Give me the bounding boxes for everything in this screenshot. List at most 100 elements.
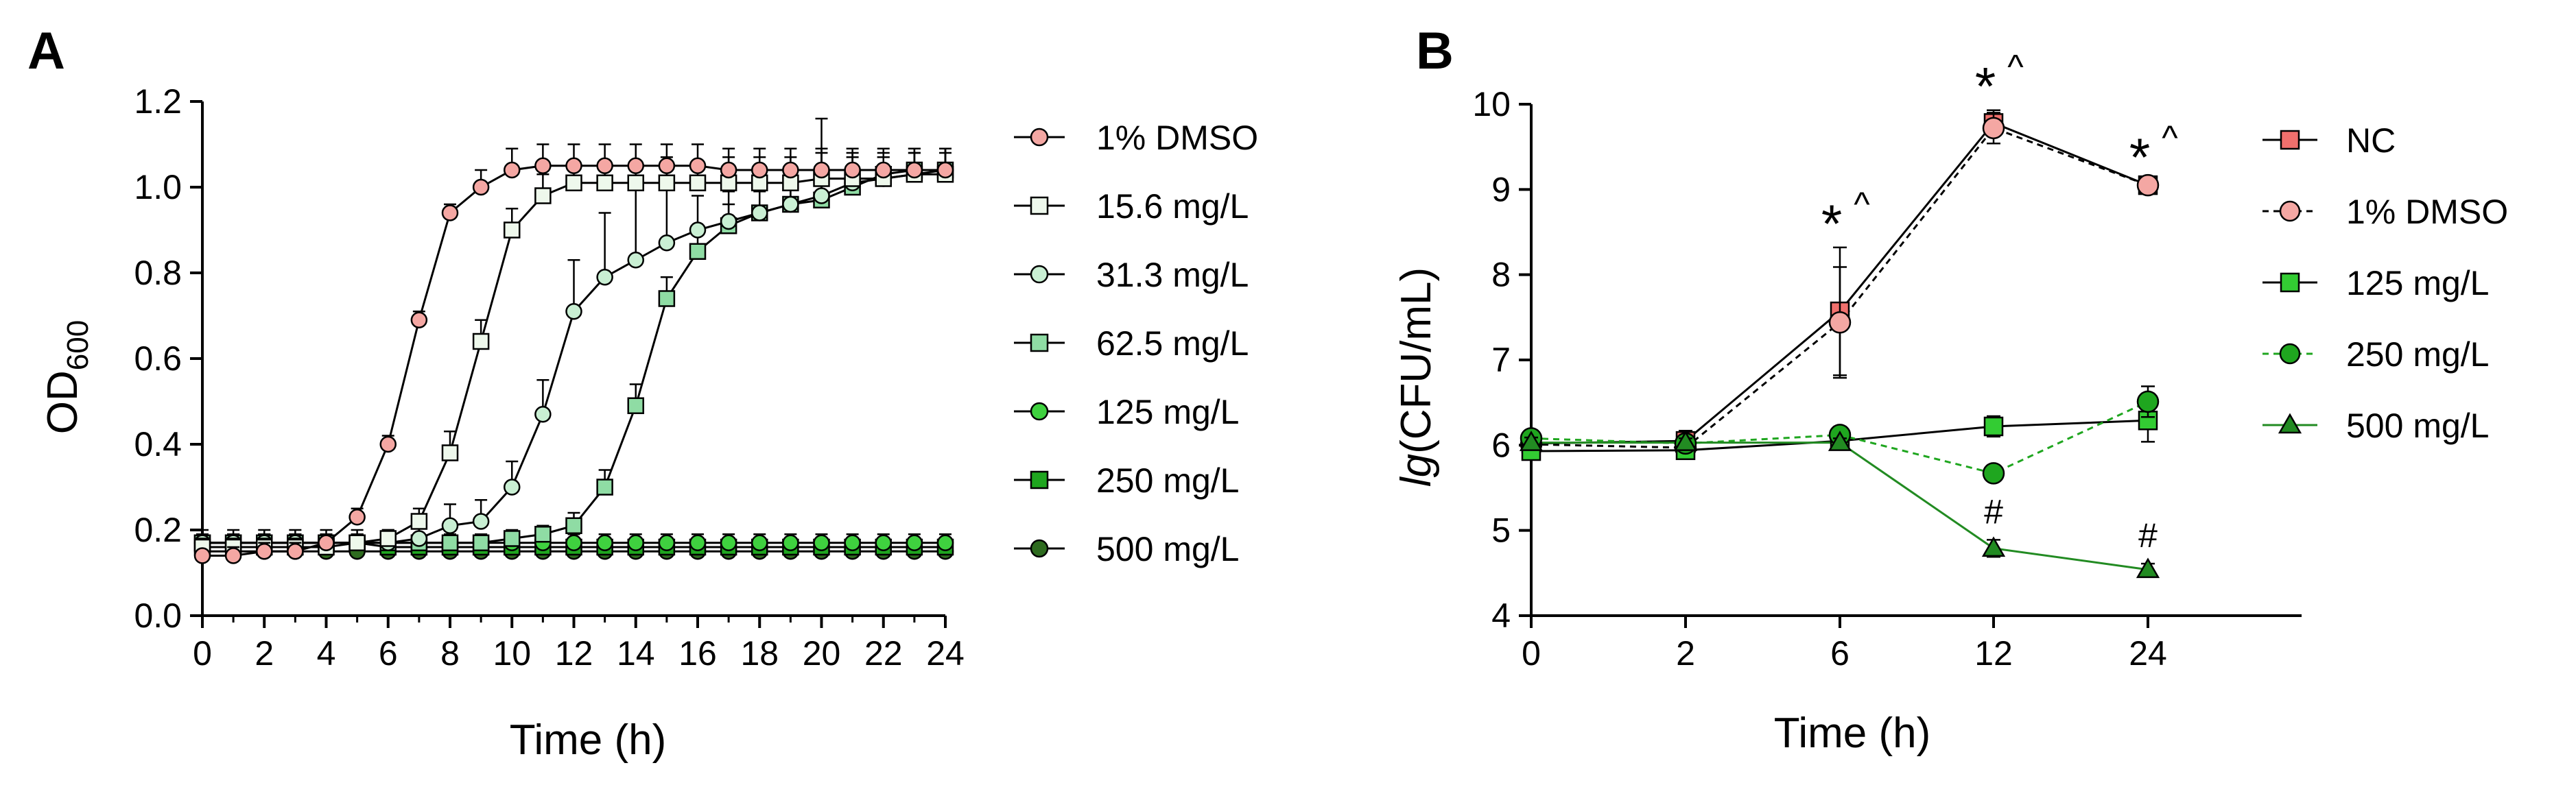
legend-label: 125 mg/L: [2346, 264, 2489, 302]
data-point: [565, 303, 582, 320]
series-line: [1531, 442, 2149, 571]
panel-a-letter: A: [27, 22, 65, 80]
panel-a-x-tick-label: 14: [617, 634, 655, 673]
legend-marker: [1030, 128, 1049, 147]
panel-b-annotations: * ^ * ^ * ^ # #: [1821, 48, 2178, 555]
data-point: [472, 333, 490, 350]
data-point: [534, 406, 552, 423]
data-point: [534, 187, 552, 204]
significance-hash: #: [2138, 516, 2158, 555]
data-point: [658, 234, 676, 252]
data-point: [1673, 431, 1698, 451]
legend-item-1-dmso: 1% DMSO: [1014, 119, 1258, 157]
significance-star: *: [1821, 193, 1842, 254]
data-point: [565, 174, 582, 191]
data-point: [410, 513, 428, 530]
legend-label: 1% DMSO: [2346, 193, 2508, 231]
legend-label: 250 mg/L: [1096, 461, 1239, 500]
panel-a-x-tick-label: 24: [926, 634, 965, 673]
legend-label: 250 mg/L: [2346, 335, 2489, 374]
data-point: [1828, 311, 1852, 334]
panel-b-x-tick-label: 0: [1522, 634, 1541, 673]
significance-caret: ^: [1854, 185, 1870, 224]
data-point: [318, 534, 335, 551]
panel-a-y-tick-label: 0.4: [134, 425, 182, 463]
panel-a-series: [193, 117, 954, 564]
panel-b-y-tick-label: 8: [1491, 256, 1511, 294]
legend-label: 500 mg/L: [1096, 530, 1239, 568]
panel-a-x-tick-label: 0: [193, 634, 212, 673]
significance-caret: ^: [2007, 48, 2024, 86]
legend-item-62-5-mg-l: 62.5 mg/L: [1014, 324, 1249, 363]
significance-star: *: [2129, 127, 2150, 187]
data-point: [348, 509, 366, 526]
data-point: [844, 161, 861, 179]
legend-label: 62.5 mg/L: [1096, 324, 1249, 363]
legend-label: 15.6 mg/L: [1096, 187, 1249, 226]
data-point: [596, 269, 613, 286]
panel-b-letter: B: [1416, 22, 1454, 80]
significance-star: *: [1975, 56, 1996, 117]
data-point: [472, 534, 490, 551]
series-line: [202, 173, 945, 548]
panel-a-x-tick-label: 22: [864, 634, 903, 673]
panel-a-x-tick-label: 10: [493, 634, 531, 673]
data-point: [379, 530, 397, 547]
panel-b-y-tick-label: 4: [1491, 596, 1511, 635]
series-markers-500-mg-l: [1519, 431, 2160, 579]
data-point: [441, 517, 459, 534]
data-point: [596, 479, 613, 496]
legend-marker: [2279, 343, 2301, 365]
legend-item-15-6-mg-l: 15.6 mg/L: [1014, 187, 1249, 226]
legend-marker: [2280, 272, 2300, 293]
data-point: [2136, 390, 2160, 413]
legend-marker: [1030, 265, 1049, 284]
legend-marker: [1030, 539, 1049, 558]
legend-item-125-mg-l: 125 mg/L: [2262, 264, 2489, 302]
data-point: [751, 204, 768, 221]
series-line: [202, 169, 946, 544]
data-point: [906, 161, 923, 179]
legend-label: 1% DMSO: [1096, 119, 1258, 157]
data-point: [441, 204, 459, 221]
data-point: [813, 534, 830, 551]
data-point: [348, 534, 366, 551]
data-point: [472, 178, 490, 196]
panel-b-x-tick-label: 12: [1974, 634, 2013, 673]
panel-b-x-tick-label: 2: [1676, 634, 1695, 673]
panel-a-y-tick-label: 1.0: [134, 168, 182, 206]
panel-a-x-tick-label: 4: [317, 634, 336, 673]
data-point: [379, 435, 397, 453]
legend-marker: [2278, 413, 2302, 434]
panel-a-x-axis-title: Time (h): [510, 716, 666, 764]
data-point: [751, 534, 768, 551]
panel-b-x-tick-label: 24: [2129, 634, 2167, 673]
data-point: [1519, 431, 1544, 451]
panel-a-x-tick-label: 18: [740, 634, 779, 673]
legend-item-125-mg-l: 125 mg/L: [1014, 393, 1239, 431]
legend-item-31-3-mg-l: 31.3 mg/L: [1014, 256, 1249, 294]
panel-a-y-tick-label: 1.2: [134, 82, 182, 121]
data-point: [504, 530, 521, 547]
data-point: [256, 543, 273, 560]
panel-a-x-tick-label: 20: [803, 634, 841, 673]
series-62-5-mg-l: [193, 147, 954, 551]
data-point: [410, 311, 428, 328]
panel-b-y-tick-label: 9: [1491, 170, 1511, 208]
data-point: [689, 157, 707, 174]
panel-a-y-tick-label: 0.6: [134, 339, 182, 378]
series-markers-1-dmso: [1520, 112, 2160, 459]
legend-item-250-mg-l: 250 mg/L: [1014, 461, 1239, 500]
data-point: [441, 444, 459, 461]
legend-item-500-mg-l: 500 mg/L: [2262, 407, 2489, 445]
data-point: [534, 526, 552, 543]
data-point: [720, 534, 737, 551]
panel-a-legend: 1% DMSO 15.6 mg/L 31.3 mg/L 62.5 mg/L 125 mg…: [1014, 119, 1258, 568]
data-point: [751, 161, 768, 179]
panel-b-x-axis-title: Time (h): [1774, 710, 1930, 757]
data-point: [472, 513, 490, 530]
panel-b-y-tick-label: 7: [1491, 341, 1511, 379]
data-point: [720, 213, 737, 230]
data-point: [658, 290, 676, 307]
panel-b-legend: NC 1% DMSO 125 mg/L 250 mg/L 500 mg/L: [2262, 121, 2508, 445]
